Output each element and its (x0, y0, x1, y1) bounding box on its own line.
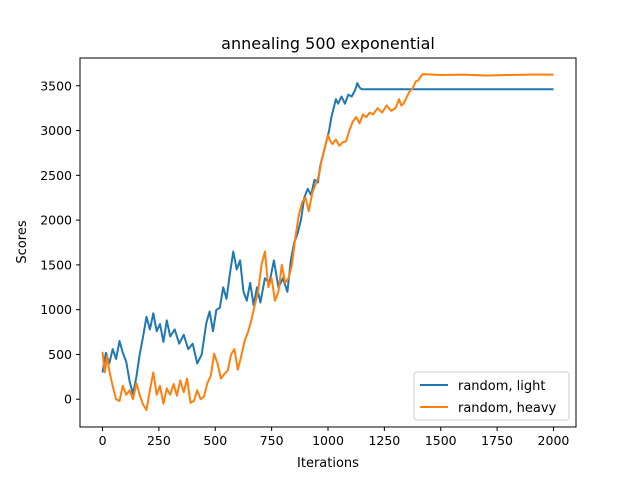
plot-area-frame (79, 57, 577, 428)
chart-title: annealing 500 exponential (221, 34, 435, 53)
x-tick-label: 0 (99, 433, 107, 448)
x-axis-label: Iterations (297, 456, 359, 471)
y-tick-label: 500 (48, 347, 72, 362)
x-tick-label: 1250 (368, 433, 400, 448)
x-tick-label: 750 (260, 433, 284, 448)
y-tick-label: 1000 (40, 302, 72, 317)
x-axis-ticks: 0 250 500 750 1000 1250 1500 1750 2000 (99, 427, 570, 448)
y-axis-ticks: 0 500 1000 1500 2000 2500 3000 3500 (40, 78, 80, 407)
x-tick-label: 1500 (425, 433, 457, 448)
y-tick-label: 2500 (40, 168, 72, 183)
series-layer (101, 73, 554, 411)
x-tick-label: 250 (147, 433, 171, 448)
y-tick-label: 1500 (40, 257, 72, 272)
y-tick-label: 3500 (40, 78, 72, 93)
y-tick-label: 3000 (40, 123, 72, 138)
y-axis-label: Scores (15, 220, 30, 263)
y-tick-label: 2000 (40, 213, 72, 228)
legend-label-random-light: random, light (458, 379, 546, 394)
legend-label-random-heavy: random, heavy (458, 401, 557, 416)
y-tick-label: 0 (64, 392, 72, 407)
legend: random, light random, heavy (413, 371, 570, 421)
x-tick-label: 1000 (312, 433, 344, 448)
series-line-random-light (101, 82, 554, 395)
x-tick-label: 1750 (481, 433, 513, 448)
x-tick-label: 500 (203, 433, 227, 448)
x-tick-label: 2000 (538, 433, 570, 448)
series-line-random-heavy (101, 73, 554, 411)
legend-box (413, 371, 570, 421)
